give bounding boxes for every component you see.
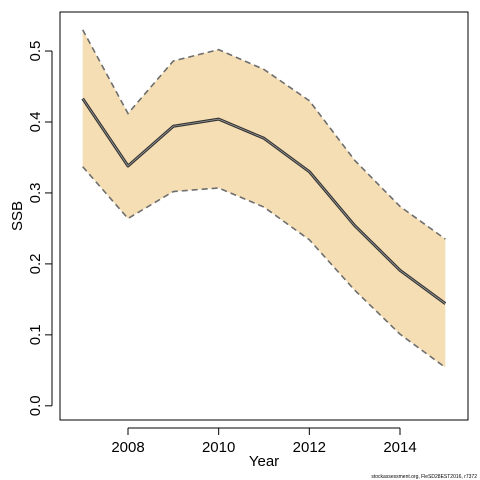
y-axis-title: SSB <box>9 201 26 231</box>
x-tick-label: 2008 <box>111 439 144 456</box>
estimate-line-core <box>82 98 446 304</box>
y-tick-label: 0.2 <box>27 253 44 274</box>
y-axis: 0.0 0.1 0.2 0.3 0.4 0.5 <box>27 41 53 416</box>
footer-credit: stockassessment.org, FleSD28EST2016, r73… <box>371 474 477 480</box>
y-tick-label: 0.5 <box>27 41 44 62</box>
y-tick-label: 0.4 <box>27 112 44 133</box>
x-tick-label: 2014 <box>383 439 416 456</box>
upper-bound-line <box>81 29 446 240</box>
x-tick-label: 2012 <box>293 439 326 456</box>
x-axis: 2008 2010 2012 2014 <box>111 427 417 456</box>
y-tick-label: 0.3 <box>27 183 44 204</box>
x-axis-title: Year <box>249 453 279 470</box>
plot-area <box>81 29 447 369</box>
lower-bound-line <box>82 166 446 369</box>
y-tick-label: 0.0 <box>27 395 44 416</box>
y-tick-label: 0.1 <box>27 324 44 345</box>
confidence-band <box>82 29 446 368</box>
plot-frame <box>59 11 469 421</box>
x-tick-label: 2010 <box>202 439 235 456</box>
